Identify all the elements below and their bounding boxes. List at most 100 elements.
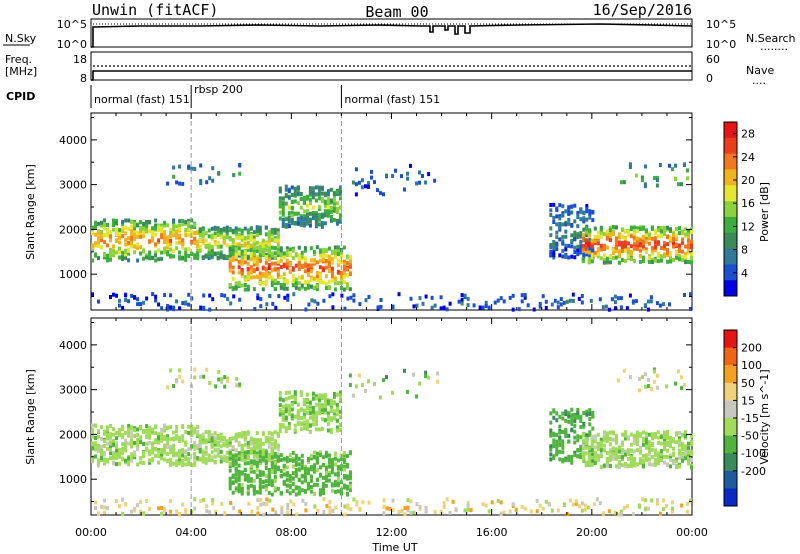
echo-cell	[613, 510, 617, 515]
echo-cell	[278, 429, 282, 434]
echo-cell	[124, 238, 128, 242]
echo-cell	[291, 283, 295, 288]
echo-cell	[136, 258, 140, 263]
echo-cell	[613, 300, 617, 305]
echo-cell	[282, 255, 286, 260]
echo-cell	[190, 444, 194, 449]
echo-cell	[97, 449, 100, 454]
echo-cell	[234, 477, 238, 481]
echo-cell	[133, 250, 137, 255]
echo-cell	[103, 439, 106, 443]
echo-cell	[258, 477, 262, 482]
echo-cell	[280, 512, 284, 516]
echo-cell	[160, 256, 164, 261]
echo-cell	[163, 450, 167, 455]
echo-cell	[641, 225, 645, 230]
echo-cell	[311, 396, 315, 401]
echo-cell	[268, 294, 272, 299]
echo-cell	[231, 265, 235, 270]
echo-cell	[502, 299, 506, 304]
echo-cell	[345, 454, 349, 459]
echo-cell	[632, 441, 636, 445]
echo-cell	[287, 211, 291, 216]
echo-cell	[684, 456, 687, 461]
echo-cell	[308, 197, 312, 202]
echo-cell	[678, 451, 681, 456]
echo-cell	[196, 248, 200, 253]
echo-cell	[315, 271, 319, 275]
echo-cell	[655, 183, 659, 188]
echo-cell	[354, 182, 358, 187]
echo-cell	[665, 384, 668, 389]
echo-cell	[115, 250, 118, 255]
echo-cell	[614, 255, 618, 260]
echo-cell	[100, 245, 103, 250]
echo-cell	[249, 234, 253, 239]
echo-cell	[339, 491, 343, 496]
echo-cell	[333, 281, 337, 286]
echo-cell	[629, 457, 633, 462]
echo-cell	[213, 251, 217, 256]
echo-cell	[641, 442, 645, 447]
echo-cell	[379, 298, 383, 302]
echo-cell	[225, 444, 229, 449]
echo-cell	[327, 471, 331, 475]
echo-cell	[320, 224, 324, 229]
echo-cell	[605, 431, 609, 436]
echo-cell	[133, 450, 137, 455]
echo-cell	[412, 304, 416, 309]
echo-cell	[520, 299, 524, 304]
echo-cell	[291, 476, 295, 481]
echo-cell	[305, 410, 309, 415]
echo-cell	[294, 468, 298, 472]
echo-cell	[306, 285, 310, 290]
echo-cell	[243, 474, 247, 479]
echo-cell	[127, 240, 131, 245]
echo-cell	[240, 268, 244, 273]
echo-cell	[305, 203, 309, 208]
echo-cell	[656, 241, 660, 246]
echo-cell	[640, 178, 644, 183]
echo-cell	[332, 199, 336, 204]
echo-cell	[644, 440, 648, 445]
echo-cell	[172, 229, 176, 234]
echo-cell	[172, 307, 176, 312]
echo-cell	[573, 450, 577, 455]
echo-cell	[329, 187, 333, 192]
echo-cell	[252, 478, 256, 483]
echo-cell	[466, 303, 470, 308]
echo-cell	[136, 447, 140, 452]
echo-cell	[286, 506, 290, 510]
echo-cell	[620, 245, 624, 250]
colorbar-swatch	[724, 201, 737, 218]
echo-cell	[555, 452, 559, 457]
echo-cell	[270, 232, 274, 237]
echo-cell	[326, 200, 330, 205]
echo-cell	[567, 221, 571, 226]
echo-cell	[552, 202, 556, 207]
echo-cell	[327, 269, 331, 273]
echo-cell	[403, 368, 406, 373]
echo-cell	[672, 242, 675, 247]
echo-cell	[196, 456, 200, 461]
echo-cell	[130, 426, 134, 431]
echo-cell	[148, 220, 152, 224]
echo-cell	[115, 431, 118, 435]
echo-cell	[302, 408, 306, 413]
echo-cell	[582, 219, 586, 224]
echo-cell	[157, 302, 161, 307]
echo-cell	[638, 253, 642, 258]
echo-cell	[210, 251, 214, 256]
echo-cell	[561, 235, 565, 240]
echo-cell	[169, 228, 173, 233]
echo-cell	[184, 227, 188, 232]
echo-cell	[590, 448, 594, 453]
echo-cell	[127, 251, 131, 256]
echo-cell	[127, 456, 131, 461]
echo-cell	[258, 469, 262, 474]
echo-cell	[555, 235, 559, 240]
echo-cell	[653, 258, 657, 263]
echo-cell	[287, 406, 291, 410]
echo-cell	[318, 275, 322, 280]
